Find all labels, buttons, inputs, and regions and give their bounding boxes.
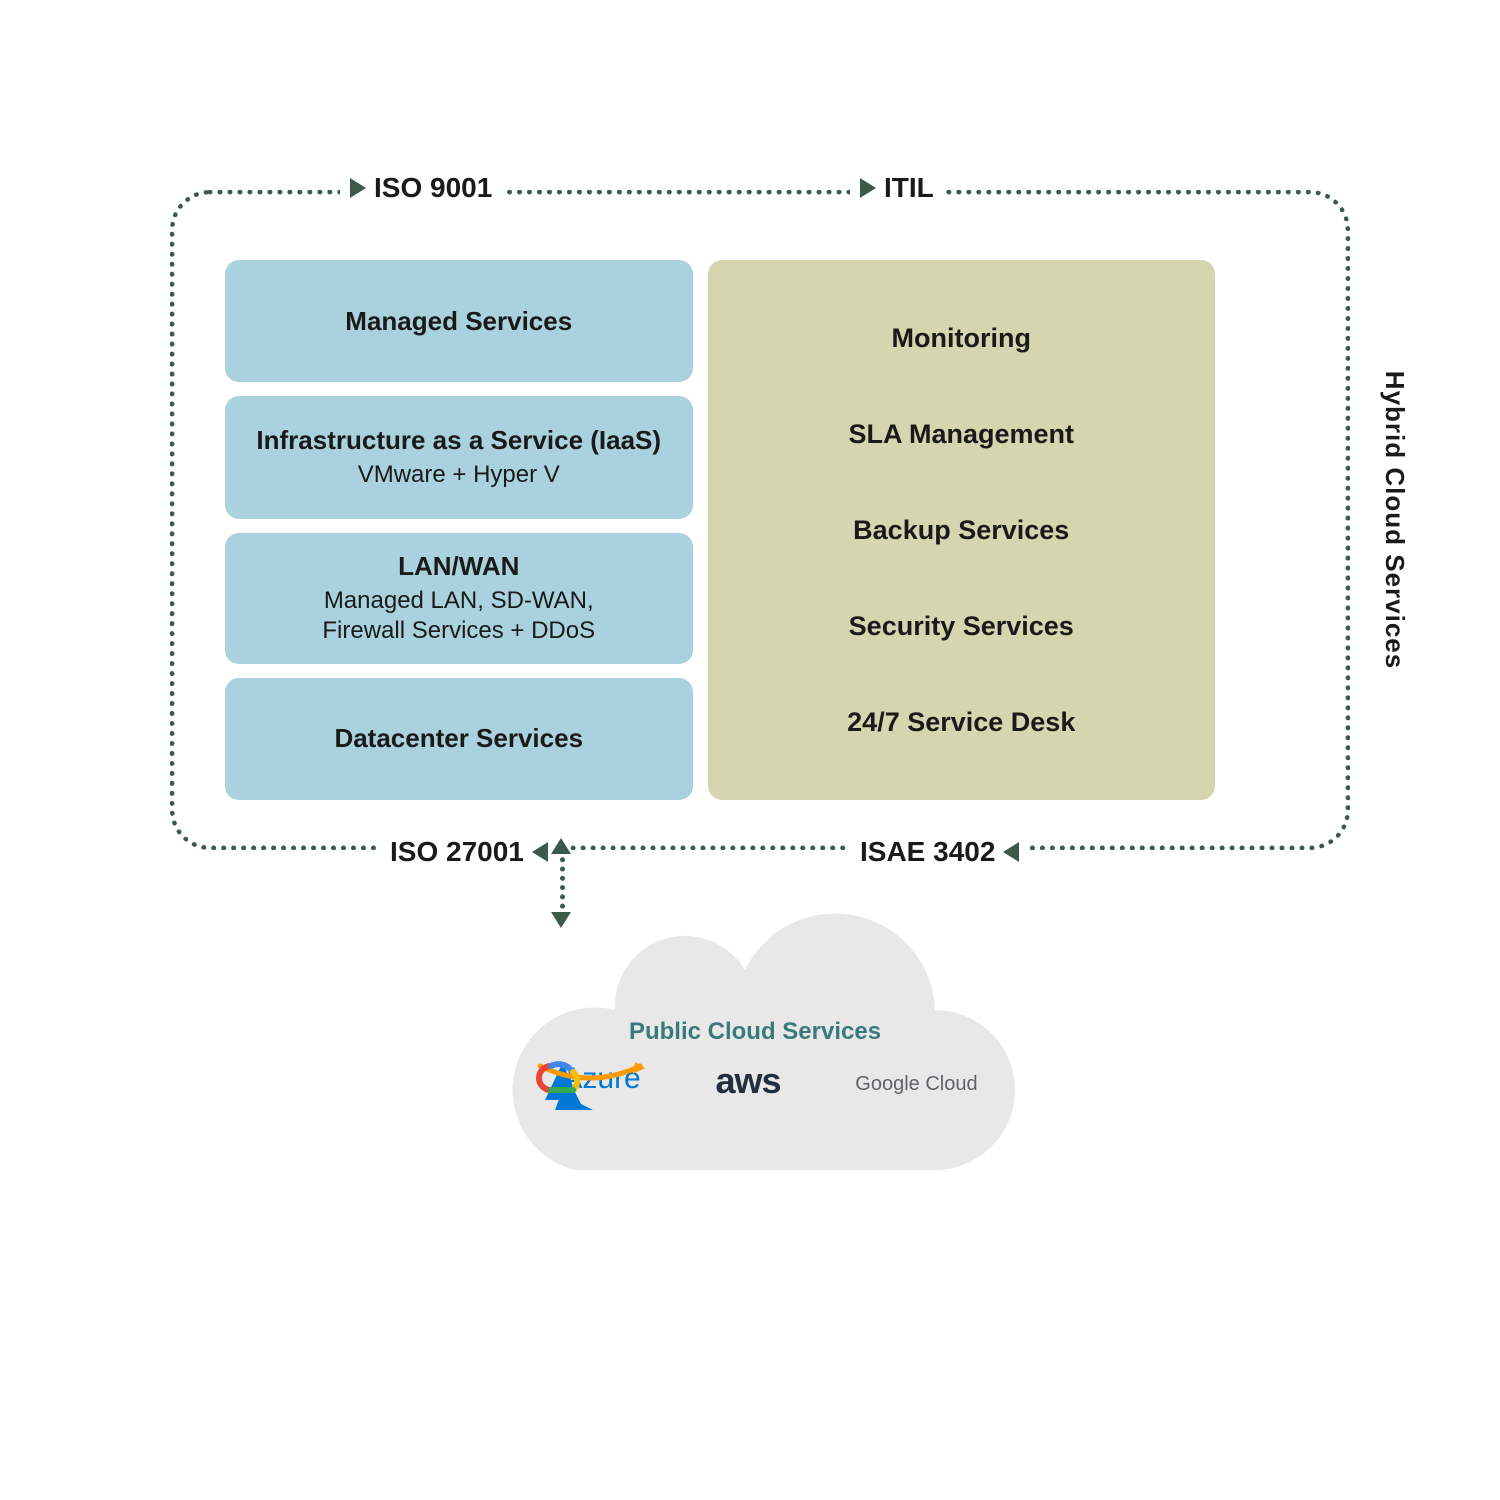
right-item: 24/7 Service Desk (728, 707, 1196, 738)
box-title: Infrastructure as a Service (IaaS) (256, 425, 661, 456)
arrow-right-icon (860, 178, 876, 198)
box-datacenter: Datacenter Services (225, 678, 693, 800)
label-text: ITIL (884, 172, 934, 204)
box-title: LAN/WAN (398, 551, 519, 582)
label-text: ISO 9001 (374, 172, 492, 204)
aws-label: aws (716, 1060, 781, 1102)
right-item: Monitoring (728, 323, 1196, 354)
box-iaas: Infrastructure as a Service (IaaS) VMwar… (225, 396, 693, 518)
side-label-hybrid: Hybrid Cloud Services (1379, 371, 1410, 669)
bottom-label-iso27001: ISO 27001 (380, 836, 558, 868)
right-item: Backup Services (728, 515, 1196, 546)
box-sub: Managed LAN, SD-WAN, Firewall Services +… (322, 586, 595, 646)
top-label-itil: ITIL (850, 172, 944, 204)
right-item: Security Services (728, 611, 1196, 642)
left-column: Managed Services Infrastructure as a Ser… (225, 260, 693, 800)
gcloud-label: Google Cloud (855, 1073, 977, 1096)
bottom-label-isae3402: ISAE 3402 (850, 836, 1029, 868)
box-sub: VMware + Hyper V (358, 460, 560, 490)
arrow-up-icon (551, 838, 571, 854)
content-area: Managed Services Infrastructure as a Ser… (225, 260, 1215, 800)
right-item: SLA Management (728, 419, 1196, 450)
gcloud-icon (535, 1060, 585, 1102)
arrow-left-icon (532, 842, 548, 862)
label-text: ISAE 3402 (860, 836, 995, 868)
label-text: ISO 27001 (390, 836, 524, 868)
cloud-title: Public Cloud Services (465, 1018, 1045, 1046)
arrow-right-icon (350, 178, 366, 198)
right-column: Monitoring SLA Management Backup Service… (708, 260, 1216, 800)
cloud-logos: Azure aws Google Cloud (535, 1060, 1005, 1102)
logo-google-cloud: Google Cloud (855, 1067, 977, 1096)
logo-aws: aws (716, 1060, 781, 1102)
public-cloud: Public Cloud Services Azure aws Googl (465, 900, 1045, 1220)
box-title: Datacenter Services (334, 723, 583, 754)
diagram-canvas: ISO 9001 ITIL ISO 27001 ISAE 3402 Hybrid… (170, 190, 1350, 850)
arrow-left-icon (1003, 842, 1019, 862)
box-managed-services: Managed Services (225, 260, 693, 382)
box-lanwan: LAN/WAN Managed LAN, SD-WAN, Firewall Se… (225, 533, 693, 664)
box-title: Managed Services (345, 306, 572, 337)
top-label-iso9001: ISO 9001 (340, 172, 502, 204)
